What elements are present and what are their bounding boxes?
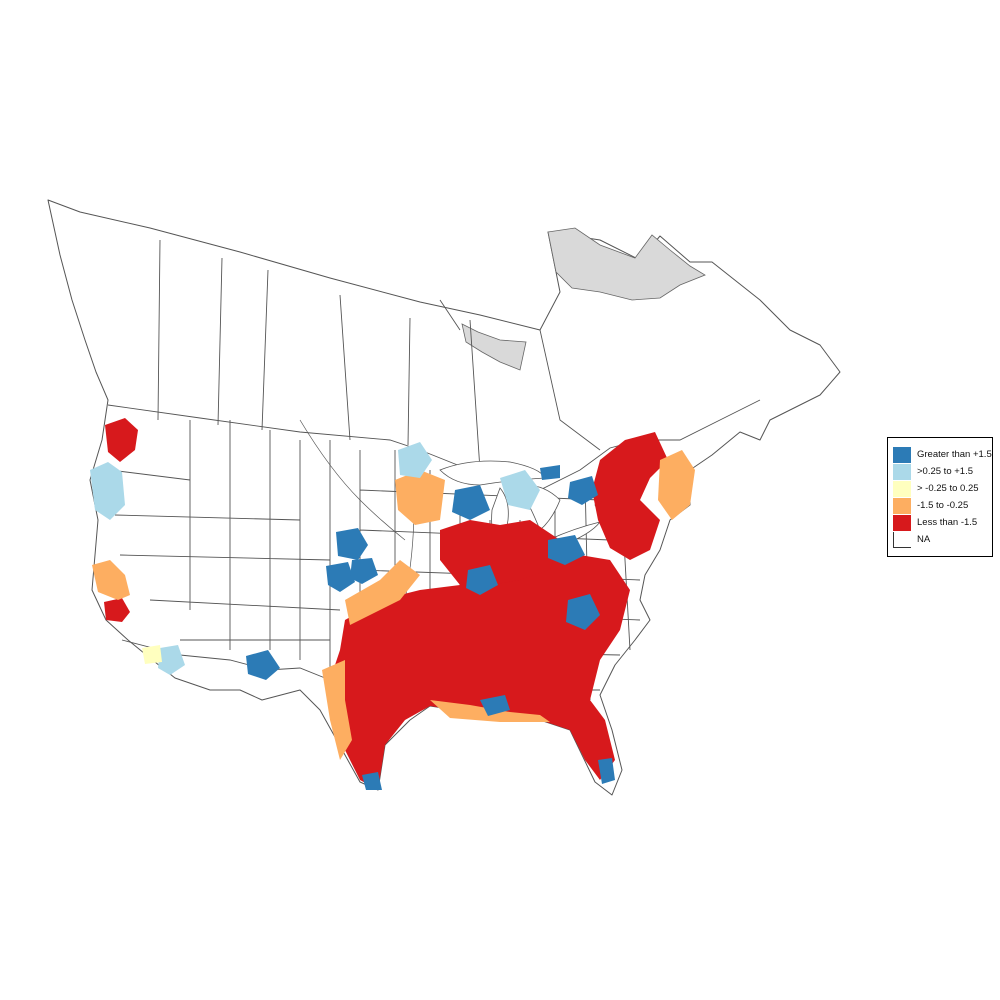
legend-swatch [893,531,911,548]
cell-region-socal-lightblue [158,645,185,675]
cell-region-nebraska-blue [336,528,368,560]
canada-province-lines [157,239,601,471]
cell-region-kansas2-blue [350,558,378,584]
cell-region-greatlakes-blue [540,465,560,480]
legend-item: NA [893,531,988,548]
cell-region-kansas-blue [326,562,355,592]
cell-region-texas-coast-blue [362,772,382,790]
cell-region-ohio-blue [548,535,585,565]
cell-region-southeast [330,555,630,790]
legend-item: Less than -1.5 [893,514,988,531]
legend-item: -1.5 to -0.25 [893,497,988,514]
cell-region-minnesota-lightblue [398,442,432,478]
legend-item: > -0.25 to 0.25 [893,480,988,497]
cell-region-newmexico-blue [246,650,280,680]
cell-region-michigan-blue [452,485,490,520]
cell-region-iowa-blue [466,565,498,595]
legend-label: Greater than +1.5 [917,449,992,460]
cell-region-appalachia-blue [566,594,600,630]
legend-swatch [893,446,911,463]
legend-item: Greater than +1.5 [893,446,992,463]
map-legend: Greater than +1.5 >0.25 to +1.5 > -0.25 … [887,437,993,557]
legend-swatch [893,514,911,531]
legend-item: >0.25 to +1.5 [893,463,988,480]
cell-region-midwest [440,520,560,585]
cell-region-california-orange [92,560,130,600]
cell-region-pacific-lightblue [90,462,125,520]
cell-region-northeast [592,432,668,560]
legend-label: NA [917,534,931,545]
cell-region-oregon [105,418,138,462]
cell-region-california-south [104,598,130,622]
legend-label: >0.25 to +1.5 [917,466,973,477]
cell-region-michigan-lightblue [500,470,540,510]
legend-swatch [893,497,911,514]
na-region-quebec [547,227,706,301]
cell-region-socal-yellow [142,645,162,664]
cell-region-ontario-blue [568,476,598,505]
cell-region-gulfcoast-blue [480,695,510,716]
cell-region-plains-orange [345,560,420,625]
cell-region-texas-orange [322,660,352,760]
legend-swatch [893,463,911,480]
legend-label: -1.5 to -0.25 [917,500,969,511]
cell-region-florida-blue [598,758,615,784]
legend-label: Less than -1.5 [917,517,978,528]
cell-region-newengland-orange [658,450,695,520]
cell-region-wisconsin-orange [395,470,445,525]
legend-label: > -0.25 to 0.25 [917,483,979,494]
legend-swatch [893,480,911,497]
trend-cells [90,418,695,790]
